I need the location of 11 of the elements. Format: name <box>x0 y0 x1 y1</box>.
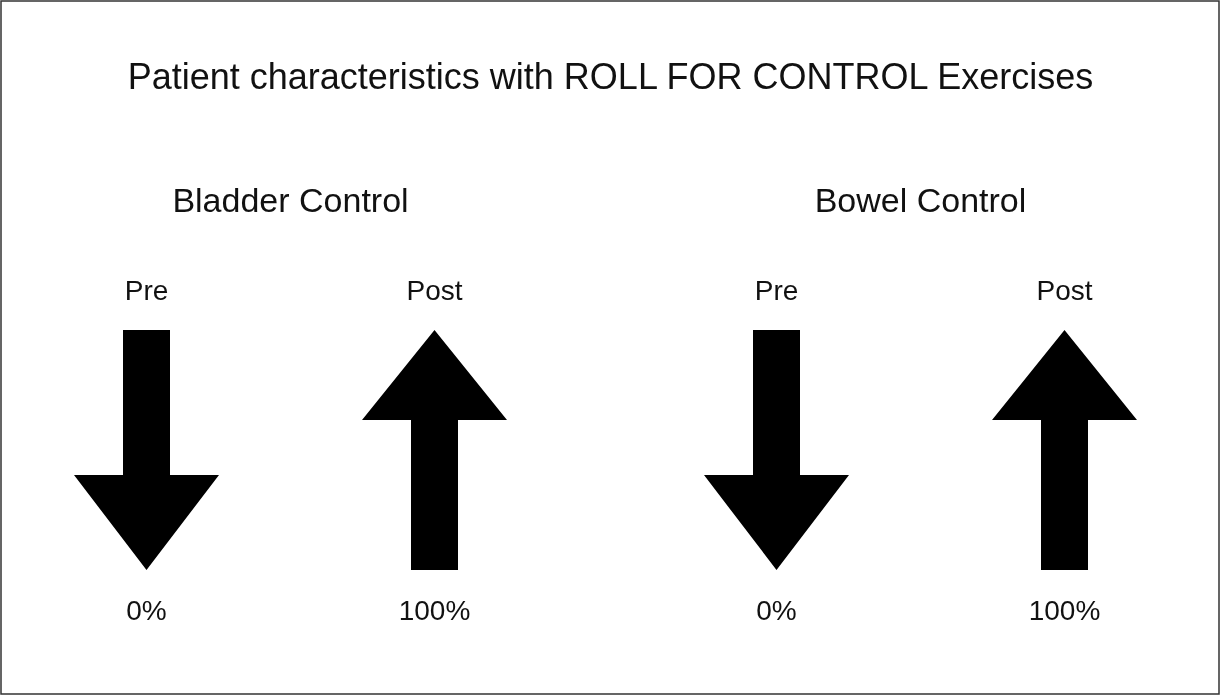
data-label: 0% <box>756 594 797 626</box>
category-label: Pre <box>754 274 799 306</box>
category-label: Post <box>406 274 463 306</box>
data-label: 100% <box>1028 594 1101 626</box>
category-label: Post <box>1036 274 1093 306</box>
legend-label: Bladder Control <box>172 181 409 219</box>
legend-label: Bowel Control <box>814 181 1027 219</box>
data-label: 0% <box>126 594 167 626</box>
text: Patient characteristics with ROLL FOR CONTROL Exercises <box>127 55 1094 97</box>
data-label: 100% <box>398 594 471 626</box>
category-label: Pre <box>124 274 169 306</box>
